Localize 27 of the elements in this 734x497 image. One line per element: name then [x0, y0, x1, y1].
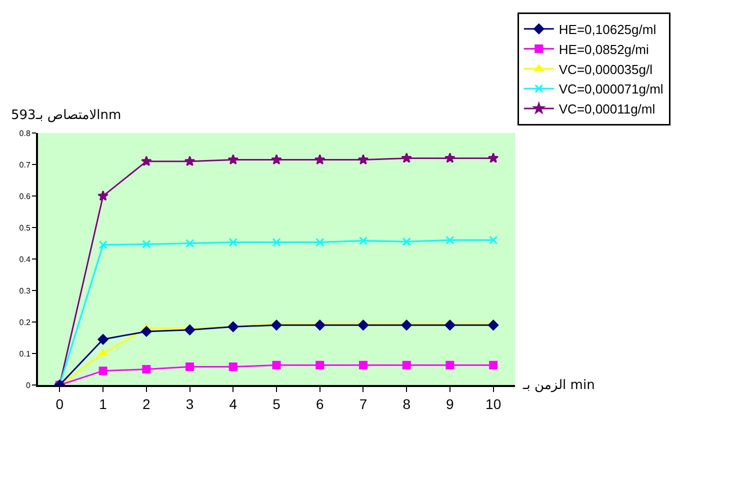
- y-tick-label: 0.4: [19, 254, 31, 264]
- x-axis-title: الزمن بـ min: [522, 378, 595, 393]
- x-tick-label: 0: [56, 396, 64, 412]
- legend-label: HE=0,10625g/ml: [558, 22, 656, 37]
- y-tick-label: 0.8: [19, 128, 31, 138]
- x-tick-label: 9: [446, 396, 454, 412]
- y-tick-label: 0.7: [19, 160, 31, 170]
- legend-label: VC=0,000071g/ml: [558, 82, 664, 97]
- y-tick-label: 0.2: [19, 318, 31, 327]
- x-tick-label: 3: [186, 396, 194, 412]
- x-tick-label: 6: [316, 396, 324, 412]
- y-axis-title: الامتصاص بـ593nm: [11, 108, 122, 123]
- legend-label: HE=0,0852g/mi: [558, 42, 649, 57]
- y-tick-label: 0.1: [19, 349, 31, 358]
- x-tick-label: 4: [229, 396, 238, 412]
- x-tick-label: 2: [142, 396, 151, 412]
- y-tick-label: 0.6: [19, 192, 31, 201]
- legend-label: VC=0,000035g/l: [558, 62, 653, 77]
- x-tick-label: 8: [402, 396, 411, 412]
- y-tick-label: 0.5: [19, 223, 31, 232]
- x-tick-label: 5: [272, 396, 281, 412]
- x-tick-label: 7: [359, 396, 368, 412]
- y-tick-label: 0.3: [19, 286, 31, 296]
- x-tick-label: 10: [486, 396, 502, 412]
- y-tick-label: 0: [26, 380, 31, 390]
- x-tick-label: 1: [99, 396, 108, 412]
- legend-label: VC=0,00011g/ml: [558, 102, 656, 117]
